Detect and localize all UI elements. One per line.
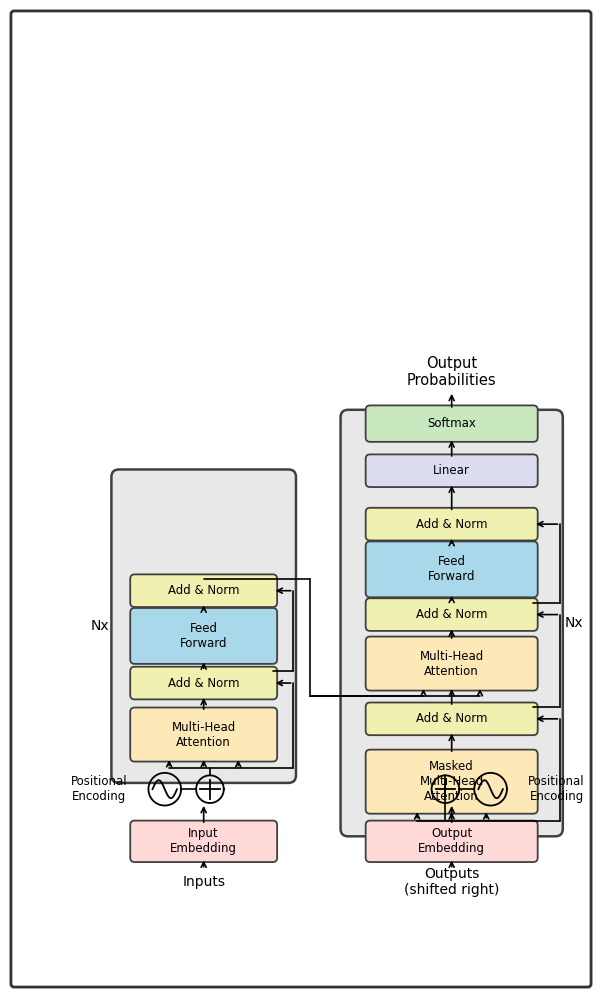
FancyBboxPatch shape [365, 454, 538, 487]
FancyBboxPatch shape [130, 820, 277, 862]
FancyBboxPatch shape [365, 637, 538, 691]
Text: Nx: Nx [565, 616, 583, 630]
Text: Inputs: Inputs [182, 875, 225, 889]
Text: Add & Norm: Add & Norm [416, 518, 488, 531]
FancyBboxPatch shape [365, 749, 538, 813]
FancyBboxPatch shape [11, 11, 591, 987]
Text: Multi-Head
Attention: Multi-Head Attention [172, 721, 236, 748]
Text: Outputs
(shifted right): Outputs (shifted right) [404, 867, 500, 897]
FancyBboxPatch shape [365, 541, 538, 597]
FancyBboxPatch shape [365, 820, 538, 862]
FancyBboxPatch shape [130, 575, 277, 607]
FancyBboxPatch shape [130, 667, 277, 700]
Text: Nx: Nx [91, 619, 110, 633]
Text: Add & Norm: Add & Norm [168, 677, 240, 690]
Text: Input
Embedding: Input Embedding [170, 827, 237, 855]
FancyBboxPatch shape [365, 703, 538, 736]
Text: Add & Norm: Add & Norm [416, 713, 488, 726]
Text: Masked
Multi-Head
Attention: Masked Multi-Head Attention [420, 760, 484, 803]
Text: Output
Probabilities: Output Probabilities [407, 356, 497, 388]
Text: Positional
Encoding: Positional Encoding [528, 775, 585, 803]
Text: Linear: Linear [433, 464, 470, 477]
FancyBboxPatch shape [365, 598, 538, 631]
Text: Feed
Forward: Feed Forward [428, 555, 476, 584]
FancyBboxPatch shape [130, 608, 277, 664]
FancyBboxPatch shape [341, 410, 563, 836]
FancyBboxPatch shape [365, 508, 538, 541]
FancyBboxPatch shape [111, 469, 296, 782]
Text: Add & Norm: Add & Norm [168, 584, 240, 597]
Text: Multi-Head
Attention: Multi-Head Attention [420, 650, 484, 678]
Text: Softmax: Softmax [427, 417, 476, 430]
Text: Positional
Encoding: Positional Encoding [70, 775, 127, 803]
Text: Add & Norm: Add & Norm [416, 608, 488, 621]
Text: Output
Embedding: Output Embedding [418, 827, 485, 855]
Text: Feed
Forward: Feed Forward [180, 622, 228, 650]
FancyBboxPatch shape [365, 405, 538, 442]
FancyBboxPatch shape [130, 708, 277, 761]
